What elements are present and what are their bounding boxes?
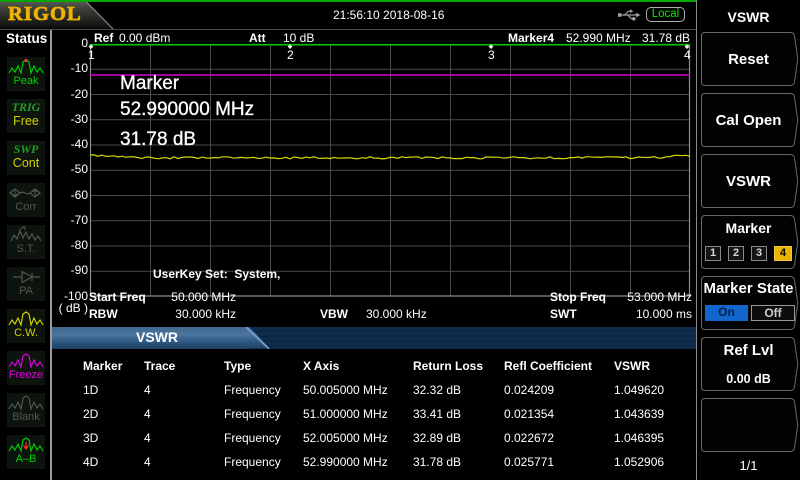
svg-text:4: 4 xyxy=(684,48,691,62)
svg-text:2: 2 xyxy=(287,48,294,62)
svg-text:3: 3 xyxy=(488,48,495,62)
svg-text:1: 1 xyxy=(88,48,95,62)
